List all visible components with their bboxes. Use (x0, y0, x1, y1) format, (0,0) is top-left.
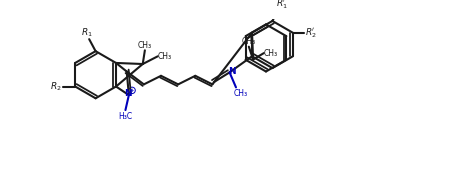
Text: N: N (124, 89, 131, 98)
Text: $R_1$: $R_1$ (81, 27, 93, 39)
Text: CH₃: CH₃ (158, 52, 172, 61)
Text: CH₃: CH₃ (264, 49, 278, 58)
Text: +: + (130, 88, 135, 93)
Text: $R_1'$: $R_1'$ (276, 0, 288, 11)
Text: $R_2$: $R_2$ (50, 80, 62, 93)
Text: CH₃: CH₃ (138, 41, 152, 50)
Text: $R_2'$: $R_2'$ (305, 26, 317, 40)
Text: H₃C: H₃C (118, 112, 133, 121)
Text: CH₃: CH₃ (233, 89, 247, 98)
Text: CH₃: CH₃ (242, 37, 256, 46)
Text: N: N (228, 67, 236, 76)
